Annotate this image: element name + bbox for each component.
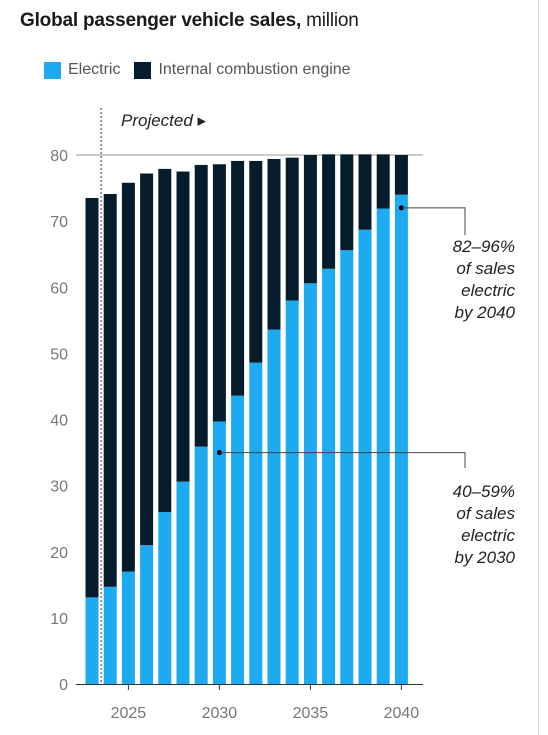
chart-title: Global passenger vehicle sales, million: [20, 10, 359, 32]
bar-ice-2024: [103, 194, 117, 587]
bar-ice-2026: [140, 173, 154, 546]
bar-electric-2039: [376, 208, 390, 684]
legend-item-electric: Electric: [44, 61, 120, 79]
bar-ice-2033: [267, 158, 281, 330]
bar-ice-2036: [322, 154, 336, 269]
bar-ice-2029: [194, 164, 208, 447]
y-tick-label-80: 80: [50, 148, 68, 165]
bar-ice-2040: [394, 155, 408, 195]
bar-electric-2037: [340, 250, 354, 684]
y-tick-label-20: 20: [50, 545, 68, 562]
annotation-text-2040: 82–96% of sales electric by 2040: [453, 237, 516, 322]
x-tick-label-2025: 2025: [111, 705, 147, 722]
bar-electric-2023: [85, 597, 99, 684]
x-tick-label-2040: 2040: [384, 705, 420, 722]
bar-ice-2031: [231, 160, 245, 396]
projected-label: Projected ▸: [121, 111, 207, 130]
bar-electric-2033: [267, 329, 281, 684]
annotation-line-2040-1: of sales: [456, 259, 515, 278]
bar-ice-2030: [212, 164, 226, 422]
bar-ice-2038: [358, 154, 372, 230]
bar-ice-2028: [176, 171, 190, 482]
bar-ice-2039: [376, 154, 390, 209]
annotation-line-2030-3: by 2030: [455, 548, 516, 567]
y-tick-label-10: 10: [50, 611, 68, 628]
bar-ice-2032: [249, 160, 263, 363]
annotation-line-2030-1: of sales: [456, 504, 515, 523]
y-tick-label-0: 0: [59, 677, 68, 694]
bar-electric-2035: [303, 283, 317, 684]
right-divider: [538, 0, 539, 735]
y-tick-label-30: 30: [50, 479, 68, 496]
y-tick-label-40: 40: [50, 413, 68, 430]
bar-electric-2031: [231, 395, 245, 684]
bar-electric-2026: [140, 545, 154, 684]
bar-electric-2038: [358, 229, 372, 684]
bar-ice-2034: [285, 157, 299, 301]
annotation-leader-2040: [401, 207, 466, 235]
x-tick-label-2035: 2035: [293, 705, 329, 722]
bar-electric-2036: [322, 268, 336, 684]
bar-ice-2037: [340, 154, 354, 251]
bar-electric-2030: [212, 421, 226, 684]
bar-electric-2040: [394, 194, 408, 685]
chart-title-main: Global passenger vehicle sales,: [20, 10, 302, 31]
legend-item-ice: Internal combustion engine: [134, 61, 351, 79]
annotation-line-2030-0: 40–59%: [453, 482, 515, 501]
bar-electric-2029: [194, 446, 208, 684]
bar-ice-2025: [121, 182, 135, 572]
bar-electric-2028: [176, 481, 190, 684]
bar-electric-2024: [103, 586, 117, 684]
annotation-line-2040-0: 82–96%: [453, 237, 515, 256]
bar-ice-2023: [85, 197, 99, 598]
y-tick-label-70: 70: [50, 214, 68, 231]
annotation-line-2030-2: electric: [461, 526, 515, 545]
legend-swatch-ice: [134, 61, 152, 79]
legend-label-ice: Internal combustion engine: [158, 61, 351, 78]
annotation-leader-2030: [219, 452, 466, 468]
annotation-text-2030: 40–59% of sales electric by 2030: [453, 482, 516, 567]
bar-ice-2035: [303, 155, 317, 284]
y-tick-label-50: 50: [50, 346, 68, 363]
bar-electric-2032: [249, 362, 263, 684]
annotation-line-2040-2: electric: [461, 281, 515, 300]
x-tick-label-2030: 2030: [202, 705, 238, 722]
legend-label-electric: Electric: [68, 61, 121, 78]
chart-title-unit: million: [306, 10, 359, 31]
bar-electric-2027: [158, 512, 172, 684]
bar-ice-2027: [158, 168, 172, 513]
annotation-line-2040-3: by 2040: [455, 303, 516, 322]
legend: Electric Internal combustion engine: [44, 60, 365, 80]
y-tick-label-60: 60: [50, 280, 68, 297]
bar-electric-2025: [121, 571, 135, 684]
bar-electric-2034: [285, 300, 299, 684]
legend-swatch-electric: [44, 61, 61, 79]
